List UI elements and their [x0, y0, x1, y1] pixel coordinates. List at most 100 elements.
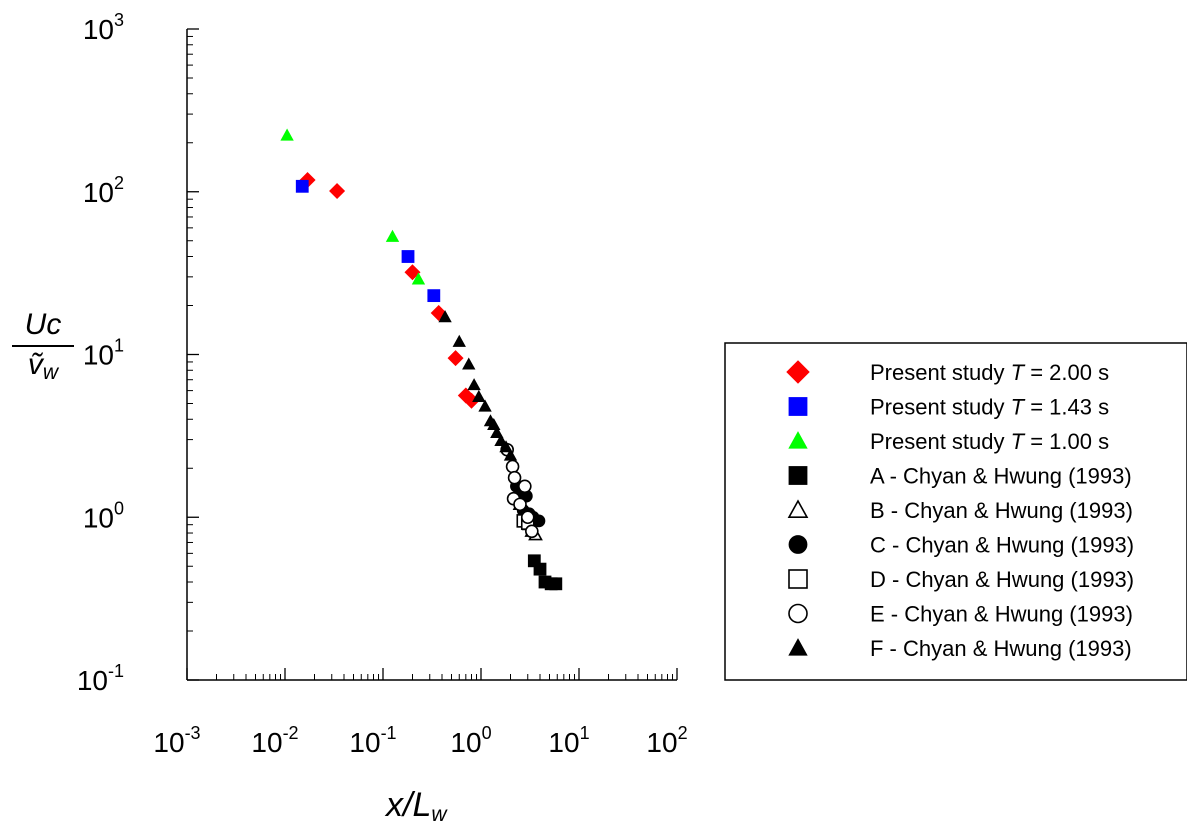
legend-label-part: Present study	[870, 429, 1011, 454]
data-point-series-1	[447, 350, 464, 367]
x-axis-label-main: x/L	[386, 786, 432, 824]
data-point-series-8	[518, 479, 532, 494]
legend-label-6: C - Chyan & Hwung (1993)	[870, 533, 1134, 558]
data-point-series-8	[505, 459, 520, 474]
data-point-series-2	[427, 289, 441, 303]
legend-label-1: Present study T = 2.00 s	[870, 360, 1109, 385]
legend-label-part: T	[1011, 429, 1026, 454]
data-point-series-3	[385, 229, 400, 242]
legend-label-part: Present study	[870, 395, 1011, 420]
y-axis-label-denominator: ṽw	[12, 347, 74, 385]
data-point-series-3	[411, 272, 426, 285]
legend-marker-2	[788, 397, 808, 416]
y-tick-label: 102	[83, 173, 124, 208]
data-point-series-1	[329, 183, 346, 200]
x-tick-label-base: 10	[349, 727, 380, 758]
legend-label-8: E - Chyan & Hwung (1993)	[870, 602, 1133, 627]
data-point-series-8	[513, 497, 527, 512]
y-tick-label: 10-1	[77, 661, 124, 696]
legend-label-5: B - Chyan & Hwung (1993)	[870, 498, 1133, 523]
data-point-series-9	[452, 334, 466, 347]
x-tick-label-base: 10	[646, 727, 677, 758]
data-point-series-8	[507, 470, 522, 485]
x-tick-label-exponent: 1	[580, 723, 590, 743]
y-axis-label: Uc ṽw	[12, 308, 74, 385]
x-tick-label-base: 10	[450, 727, 481, 758]
x-tick-label: 101	[548, 723, 589, 758]
data-point-series-9	[490, 426, 504, 439]
x-tick-label-exponent: 0	[482, 723, 492, 743]
legend-label-4: A - Chyan & Hwung (1993)	[870, 464, 1132, 489]
y-tick-label-exponent: 3	[114, 10, 124, 30]
legend-label-9: F - Chyan & Hwung (1993)	[870, 636, 1132, 661]
data-point-series-8	[525, 524, 539, 539]
x-tick-label: 102	[646, 723, 687, 758]
data-point-series-9	[462, 357, 476, 370]
data-point-series-4	[549, 577, 563, 591]
y-tick-label-base: 10	[83, 177, 114, 208]
legend-label-2: Present study T = 1.43 s	[870, 395, 1109, 420]
y-tick-label-exponent: -1	[108, 661, 124, 681]
legend-label-part: = 1.00 s	[1024, 429, 1109, 454]
x-axis-label-subscript: w	[431, 803, 447, 826]
x-tick-label: 100	[450, 723, 491, 758]
y-axis-label-subscript: w	[42, 361, 59, 384]
data-point-series-9	[499, 440, 513, 453]
legend-label-7: D - Chyan & Hwung (1993)	[870, 567, 1134, 592]
data-point-series-9	[438, 310, 452, 323]
legend-marker-1	[786, 360, 810, 384]
y-tick-label: 100	[83, 498, 124, 533]
legend-marker-5	[787, 499, 809, 519]
x-tick-label-exponent: -2	[283, 723, 299, 743]
data-point-series-9	[503, 448, 518, 461]
legend-label-part: = 2.00 s	[1024, 360, 1109, 385]
legend-label-part: T	[1011, 395, 1026, 420]
x-tick-label-exponent: -1	[381, 723, 397, 743]
legend-marker-9	[788, 638, 808, 656]
y-axis-label-numerator: Uc	[12, 308, 74, 347]
x-tick-label-exponent: 2	[678, 723, 688, 743]
x-tick-label-base: 10	[153, 727, 184, 758]
x-tick-label: 10-2	[251, 723, 298, 758]
data-point-series-6	[532, 514, 546, 528]
data-point-series-9	[494, 433, 508, 446]
data-point-series-4	[533, 562, 547, 576]
x-axis-label: x/Lw	[386, 786, 447, 827]
x-tick-label: 10-1	[349, 723, 396, 758]
legend-label-part: T	[1011, 360, 1026, 385]
data-point-series-1	[404, 264, 421, 281]
legend-label-3: Present study T = 1.00 s	[870, 429, 1109, 454]
legend-label-part: = 1.43 s	[1024, 395, 1109, 420]
legend-label-part: Present study	[870, 360, 1011, 385]
y-tick-label-exponent: 0	[114, 498, 124, 518]
y-tick-label-exponent: 2	[114, 173, 124, 193]
y-tick-label: 103	[83, 10, 124, 45]
x-tick-label: 10-3	[153, 723, 200, 758]
data-point-series-8	[520, 510, 535, 525]
legend-marker-8	[788, 603, 808, 624]
data-point-series-2	[401, 250, 415, 263]
x-tick-label-base: 10	[548, 727, 579, 758]
y-tick-label-base: 10	[77, 665, 108, 696]
legend-marker-4	[788, 466, 808, 485]
legend-marker-3	[788, 431, 808, 449]
y-tick-label-base: 10	[83, 340, 114, 371]
data-point-series-2	[295, 179, 309, 193]
data-point-series-9	[472, 389, 486, 402]
legend-marker-7	[788, 569, 808, 589]
data-point-series-3	[280, 128, 294, 141]
data-point-series-9	[467, 378, 481, 391]
x-tick-label-exponent: -3	[185, 723, 201, 743]
y-tick-label: 101	[83, 336, 124, 371]
y-tick-label-exponent: 1	[114, 336, 124, 356]
y-axis-label-symbol: ṽ	[27, 348, 43, 381]
x-tick-label-base: 10	[251, 727, 282, 758]
y-tick-label-base: 10	[83, 14, 114, 45]
data-point-series-9	[478, 399, 492, 412]
data-markers	[280, 128, 563, 591]
legend-marker-6	[788, 535, 808, 554]
plot-axes	[186, 28, 678, 681]
